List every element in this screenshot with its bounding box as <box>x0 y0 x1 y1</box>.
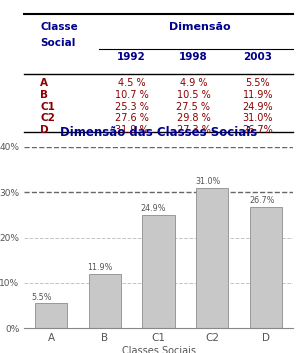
Text: 2003: 2003 <box>243 52 272 62</box>
Text: 1998: 1998 <box>179 52 208 62</box>
Text: D: D <box>40 125 49 135</box>
Text: 1992: 1992 <box>117 52 146 62</box>
Text: 31.0%: 31.0% <box>195 177 221 186</box>
X-axis label: Classes Sociais: Classes Sociais <box>121 346 196 353</box>
Text: 26.7%: 26.7% <box>249 196 275 205</box>
Text: 27.5 %: 27.5 % <box>176 102 210 112</box>
Text: 31.0%: 31.0% <box>243 113 273 123</box>
Text: B: B <box>40 90 48 100</box>
Text: 5.5%: 5.5% <box>246 78 270 88</box>
Text: 4.5 %: 4.5 % <box>118 78 146 88</box>
Text: 31.9 %: 31.9 % <box>115 125 149 135</box>
Text: 11.9%: 11.9% <box>87 263 112 273</box>
Bar <box>250 207 282 328</box>
Text: C2: C2 <box>40 113 55 123</box>
Text: 26.7%: 26.7% <box>243 125 273 135</box>
Text: 25.3 %: 25.3 % <box>115 102 149 112</box>
Text: A: A <box>40 78 48 88</box>
Text: 29.8 %: 29.8 % <box>177 113 210 123</box>
Text: 5.5%: 5.5% <box>31 293 52 301</box>
Text: 10.7 %: 10.7 % <box>115 90 149 100</box>
Text: C1: C1 <box>40 102 55 112</box>
Text: 4.9 %: 4.9 % <box>180 78 207 88</box>
Text: 24.9%: 24.9% <box>243 102 273 112</box>
Bar <box>143 215 175 328</box>
Bar <box>196 187 228 328</box>
Text: Dimensão: Dimensão <box>169 22 231 32</box>
Text: 10.5 %: 10.5 % <box>177 90 210 100</box>
Title: Dimensão das Classes Sociais: Dimensão das Classes Sociais <box>60 126 257 139</box>
Text: Social: Social <box>40 38 76 48</box>
Text: 24.9%: 24.9% <box>140 204 166 214</box>
Text: 11.9%: 11.9% <box>243 90 273 100</box>
Text: 27.3 %: 27.3 % <box>177 125 210 135</box>
Bar <box>89 274 121 328</box>
Bar <box>35 303 67 328</box>
Text: Classe: Classe <box>40 22 78 32</box>
Text: 27.6 %: 27.6 % <box>115 113 149 123</box>
